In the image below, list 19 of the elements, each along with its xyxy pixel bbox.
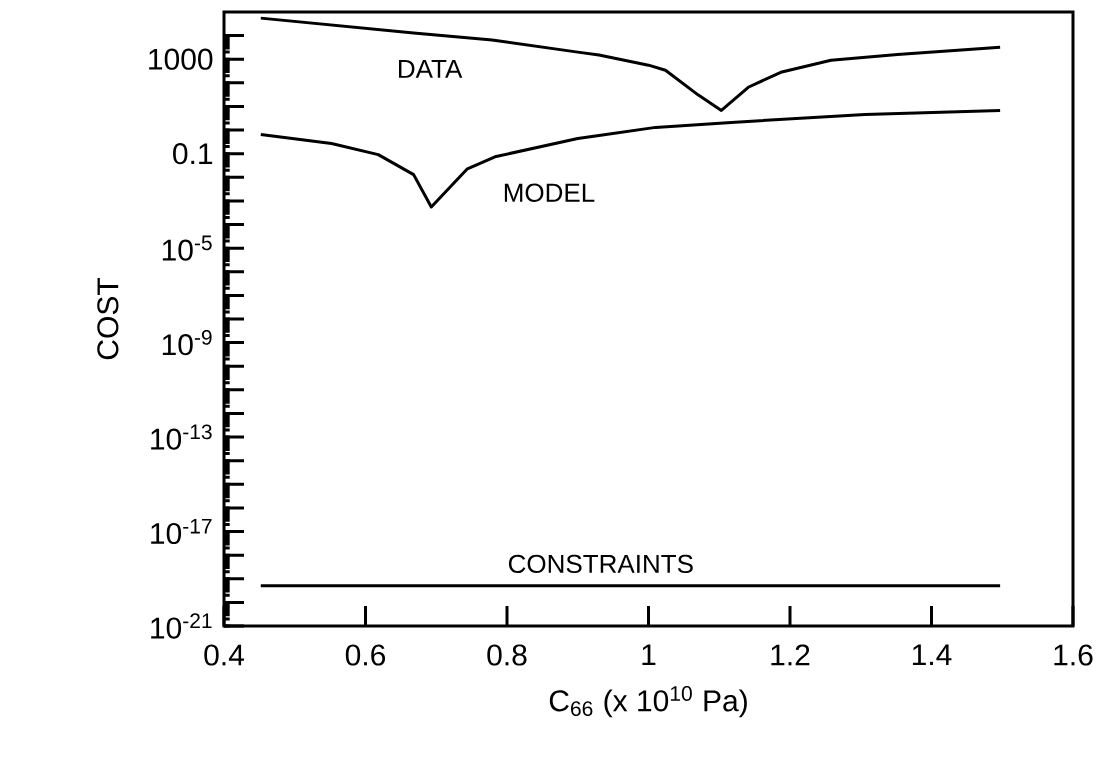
x-tick-label: 0.6 xyxy=(345,644,386,666)
x-tick-label: 1.6 xyxy=(1054,644,1093,666)
y-tick-label: 0.1 xyxy=(173,143,213,165)
x-tick-label: 0.8 xyxy=(487,644,527,666)
x-tick-label: 1.4 xyxy=(912,644,952,666)
x-tick-label: 1 xyxy=(642,644,656,666)
x-axis-title: C$_{66}$ (x 10$^{10}$ Pa) xyxy=(549,686,747,718)
x-tick-label: 0.4 xyxy=(204,644,244,666)
x-tick-label: 1.2 xyxy=(771,644,810,666)
y-axis-title: COST xyxy=(97,278,119,360)
series-label: DATA xyxy=(399,59,463,78)
y-tick-label: 10$^{-21}$ xyxy=(151,613,212,639)
y-tick-label: 10$^{-5}$ xyxy=(162,235,212,261)
series-label: CONSTRAINTS xyxy=(508,554,693,574)
y-tick-label: 10$^{-9}$ xyxy=(162,329,212,356)
series-label: MODEL xyxy=(504,183,595,202)
y-tick-label: 10$^{-17}$ xyxy=(151,518,212,545)
y-tick-label: 10$^{-13}$ xyxy=(151,424,212,450)
y-tick-label: 1000 xyxy=(149,48,213,70)
